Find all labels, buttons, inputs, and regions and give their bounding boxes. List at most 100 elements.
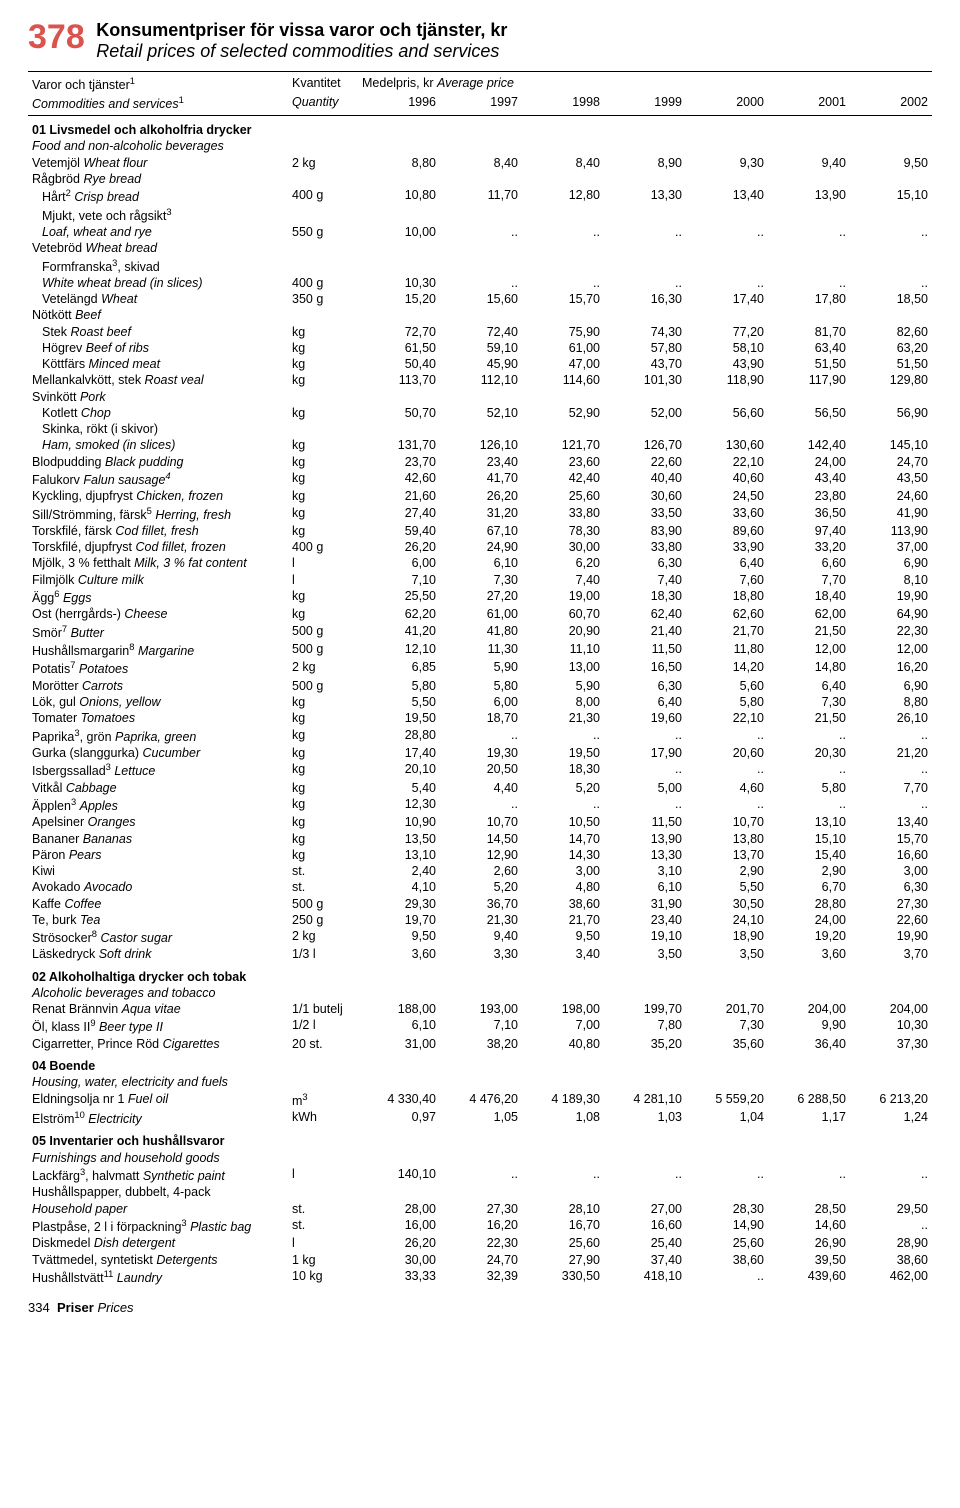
row-value: 24,00 [768,912,850,928]
table-row: Hushållstvätt11 Laundry10 kg33,3332,3933… [28,1268,932,1286]
row-qty: kg [288,796,358,814]
row-value: 38,60 [522,896,604,912]
row-value: 41,80 [440,623,522,641]
row-value: 130,60 [686,437,768,453]
row-value: 41,90 [850,505,932,523]
row-label: Öl, klass II9 Beer type II [28,1017,288,1035]
row-qty: 550 g [288,224,358,240]
row-value: 10,90 [358,814,440,830]
row-value: .. [686,1268,768,1286]
row-qty: 2 kg [288,659,358,677]
row-value: 10,00 [358,224,440,240]
row-value: 4,80 [522,879,604,895]
row-value: .. [604,224,686,240]
col-year: 2002 [850,94,932,116]
row-value: 439,60 [768,1268,850,1286]
table-row: Filmjölk Culture milkl7,107,307,407,407,… [28,572,932,588]
row-value: 17,90 [604,745,686,761]
table-row: Tvättmedel, syntetiskt Detergents1 kg30,… [28,1252,932,1268]
row-value: 8,40 [440,155,522,171]
row-value: 4 476,20 [440,1091,522,1109]
row-value: 5,90 [440,659,522,677]
row-value: 52,10 [440,405,522,421]
col-year: 1997 [440,94,522,116]
row-value: 19,60 [604,710,686,726]
row-label: Skinka, rökt (i skivor) [28,421,288,437]
row-value: 14,70 [522,831,604,847]
col-price-header: Medelpris, kr Average price [358,72,932,94]
row-value: 3,60 [768,946,850,962]
row-value: 33,80 [522,505,604,523]
row-value: 14,80 [768,659,850,677]
row-value: 1,05 [440,1109,522,1127]
row-qty: 350 g [288,291,358,307]
row-label: Torskfilé, färsk Cod fillet, fresh [28,523,288,539]
title-en: Retail prices of selected commodities an… [96,41,499,61]
row-value: 7,30 [768,694,850,710]
row-value: 15,10 [850,187,932,205]
row-label: Nötkött Beef [28,307,288,323]
row-value: 25,40 [604,1235,686,1251]
table-row: Päron Pearskg13,1012,9014,3013,3013,7015… [28,847,932,863]
row-value: .. [850,275,932,291]
row-value: .. [604,275,686,291]
row-qty: 500 g [288,678,358,694]
row-value: 330,50 [522,1268,604,1286]
row-value [850,257,932,275]
row-value: 59,10 [440,340,522,356]
row-value: 16,60 [850,847,932,863]
row-value: 3,30 [440,946,522,962]
row-value: 6,85 [358,659,440,677]
row-value: 52,00 [604,405,686,421]
row-value: 4 281,10 [604,1091,686,1109]
row-value: 21,60 [358,488,440,504]
table-head: Varor och tjänster1 Kvantitet Medelpris,… [28,72,932,116]
row-label: Filmjölk Culture milk [28,572,288,588]
row-value: 18,30 [604,588,686,606]
row-qty: kg [288,470,358,488]
row-value: 30,00 [358,1252,440,1268]
row-value: 9,40 [440,928,522,946]
row-value: 51,50 [768,356,850,372]
table-row: Torskfilé, färsk Cod fillet, freshkg59,4… [28,523,932,539]
row-label: Ham, smoked (in slices) [28,437,288,453]
row-value: 4 189,30 [522,1091,604,1109]
row-value: 10,70 [440,814,522,830]
row-value: 24,70 [440,1252,522,1268]
row-value: 5,80 [768,780,850,796]
row-value: 31,20 [440,505,522,523]
row-value: 4,40 [440,780,522,796]
row-value: 39,50 [768,1252,850,1268]
row-value: 82,60 [850,324,932,340]
row-value: 21,30 [522,710,604,726]
row-label: Läskedryck Soft drink [28,946,288,962]
row-qty [288,307,358,323]
row-value: 7,30 [686,1017,768,1035]
row-value: .. [522,1166,604,1184]
row-value: 29,30 [358,896,440,912]
row-value: 6,90 [850,555,932,571]
row-value: 11,10 [522,641,604,659]
row-value: 8,40 [522,155,604,171]
row-qty: kg [288,372,358,388]
row-label: Tvättmedel, syntetiskt Detergents [28,1252,288,1268]
row-value: 20,50 [440,761,522,779]
table-row: Apelsiner Orangeskg10,9010,7010,5011,501… [28,814,932,830]
row-qty: kg [288,588,358,606]
row-value: 25,60 [522,488,604,504]
row-value: 3,60 [358,946,440,962]
row-value: .. [440,727,522,745]
col-year: 1996 [358,94,440,116]
row-label: Torskfilé, djupfryst Cod fillet, frozen [28,539,288,555]
row-value: 8,10 [850,572,932,588]
row-value: 13,30 [604,187,686,205]
row-value: .. [604,796,686,814]
row-value: 33,90 [686,539,768,555]
row-value [768,240,850,256]
row-value [604,421,686,437]
row-value: 18,70 [440,710,522,726]
table-row: Isbergssallad3 Lettucekg20,1020,5018,30.… [28,761,932,779]
table-body: 01 Livsmedel och alkoholfria dryckerFood… [28,116,932,1286]
row-value: 83,90 [604,523,686,539]
row-value [522,171,604,187]
